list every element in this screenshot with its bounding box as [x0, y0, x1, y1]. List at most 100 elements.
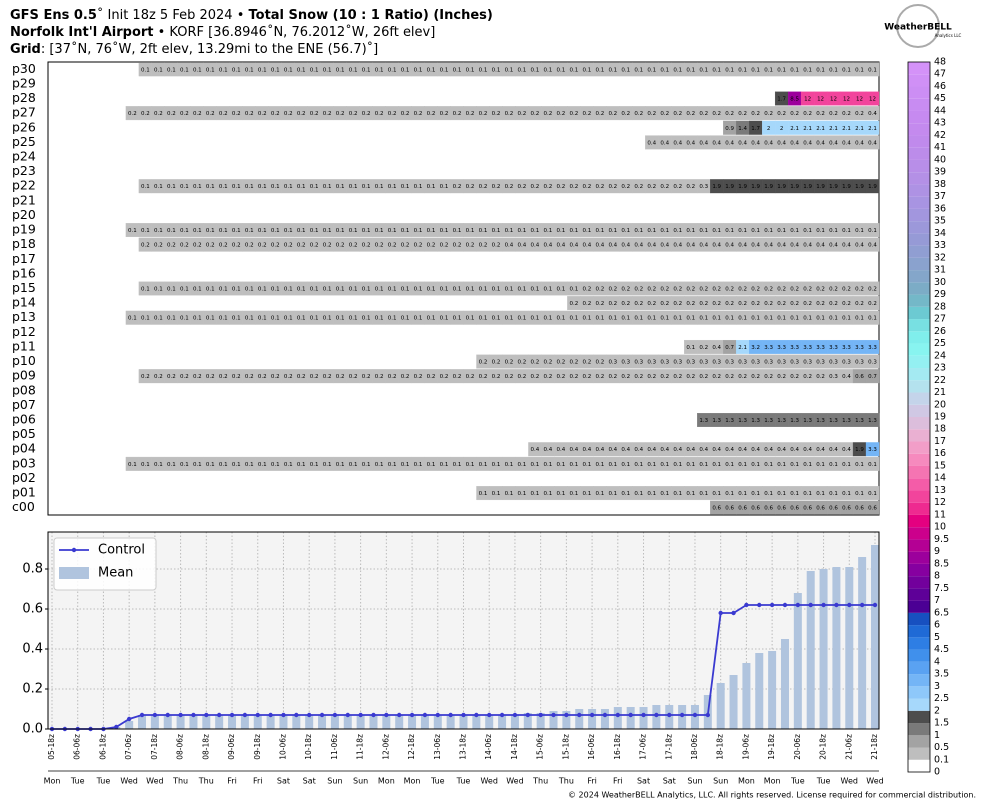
cell-label: 0.3: [699, 360, 708, 366]
bar: [472, 715, 481, 729]
colorbar-label: 29: [934, 289, 946, 300]
cell-label: 0.2: [751, 287, 760, 293]
cell-label: 0.1: [790, 316, 799, 322]
day-label: Mon: [738, 777, 755, 786]
cell-label: 0.4: [738, 243, 747, 249]
cell-label: 0.2: [660, 374, 669, 380]
cell-label: 0.1: [453, 228, 462, 234]
colorbar-swatch: [908, 306, 930, 320]
cell-label: 0.2: [621, 287, 630, 293]
row-label: p13: [12, 309, 36, 324]
cell-label: 0.2: [401, 374, 410, 380]
cell-label: 0.2: [505, 360, 514, 366]
cell-label: 0.2: [569, 360, 578, 366]
cell-label: 0.3: [829, 374, 838, 380]
cell-label: 1.9: [868, 184, 877, 190]
bar: [575, 709, 584, 729]
line-marker: [769, 602, 775, 608]
cell-label: 0.2: [595, 360, 604, 366]
cell-label: 0.2: [621, 111, 630, 117]
cell-label: 0.3: [842, 360, 851, 366]
cell-label: 0.4: [621, 243, 630, 249]
cell-label: 0.4: [725, 243, 734, 249]
cell-label: 0.1: [180, 184, 189, 190]
cell-label: 0.1: [505, 67, 514, 73]
cell-label: 0.2: [492, 360, 501, 366]
x-tick-label: 06-06z: [73, 734, 82, 760]
cell-label: 0.1: [855, 228, 864, 234]
colorbar-label: 47: [934, 69, 946, 80]
colorbar-swatch: [908, 172, 930, 185]
cell-label: 0.1: [375, 462, 384, 468]
bar: [742, 663, 751, 729]
heatmap-cell: [865, 442, 880, 457]
cell-label: 0.2: [401, 243, 410, 249]
cell-label: 0.1: [621, 491, 630, 497]
line-marker: [654, 712, 659, 718]
colorbar-swatch: [908, 686, 930, 699]
cell-label: 0.1: [855, 316, 864, 322]
cell-label: 0.1: [219, 228, 228, 234]
cell-label: 0.1: [544, 316, 553, 322]
cell-label: 0.1: [284, 228, 293, 234]
cell-label: 0.4: [608, 243, 617, 249]
cell-label: 0.3: [764, 360, 773, 366]
cell-label: 0.2: [232, 111, 241, 117]
cell-label: 0.3: [777, 360, 786, 366]
cell-label: 0.1: [582, 491, 591, 497]
cell-label: 0.1: [764, 462, 773, 468]
cell-label: 0.1: [621, 462, 630, 468]
cell-label: 0.1: [544, 287, 553, 293]
cell-label: 0.1: [712, 491, 721, 497]
cell-label: 0.2: [440, 111, 449, 117]
cell-label: 0.2: [712, 111, 721, 117]
cell-label: 0.1: [531, 316, 540, 322]
cell-label: 0.1: [803, 228, 812, 234]
x-tick-label: 06-18z: [98, 734, 107, 760]
cell-label: 0.2: [375, 111, 384, 117]
line-marker: [268, 712, 273, 718]
cell-label: 0.2: [621, 374, 630, 380]
cell-label: 0.4: [673, 243, 682, 249]
cell-label: 0.1: [206, 462, 215, 468]
cell-label: 0.1: [180, 316, 189, 322]
cell-label: 0.4: [544, 447, 553, 453]
cell-label: 0.2: [479, 111, 488, 117]
cell-label: 1.3: [764, 418, 773, 424]
cell-label: 0.1: [141, 316, 150, 322]
cell-label: 0.1: [479, 491, 488, 497]
cell-label: 0.3: [725, 360, 734, 366]
cell-label: 0.2: [595, 111, 604, 117]
cell-label: 0.2: [621, 301, 630, 307]
heatmap-cell: [865, 310, 880, 325]
x-tick-label: 07-06z: [124, 734, 133, 760]
colorbar-label: 28: [934, 301, 946, 312]
cell-label: 0.1: [401, 184, 410, 190]
cell-label: 0.2: [582, 184, 591, 190]
cell-label: 0.2: [712, 287, 721, 293]
line-marker: [474, 712, 479, 718]
cell-label: 2.1: [868, 126, 877, 132]
cell-label: 12: [869, 97, 876, 103]
colorbar-label: 24: [934, 350, 946, 361]
cell-label: 0.1: [673, 491, 682, 497]
colorbar-swatch: [908, 710, 930, 724]
cell-label: 0.2: [323, 111, 332, 117]
cell-label: 3.3: [829, 345, 838, 351]
colorbar-label: 22: [934, 375, 946, 386]
line-marker: [859, 602, 865, 608]
cell-label: 0.1: [868, 491, 877, 497]
bar: [729, 675, 738, 729]
cell-label: 0.1: [531, 491, 540, 497]
row-label: p23: [12, 163, 36, 178]
header-part: Norfolk Int'l Airport: [10, 25, 154, 40]
x-tick-label: 08-18z: [201, 734, 210, 760]
cell-label: 0.3: [673, 360, 682, 366]
cell-label: 0.2: [868, 301, 877, 307]
cell-label: 1.4: [738, 126, 747, 132]
colorbar-swatch: [908, 674, 930, 687]
cell-label: 0.2: [803, 374, 812, 380]
colorbar-label: 38: [934, 179, 946, 190]
bar: [600, 709, 609, 729]
cell-label: 0.2: [582, 287, 591, 293]
